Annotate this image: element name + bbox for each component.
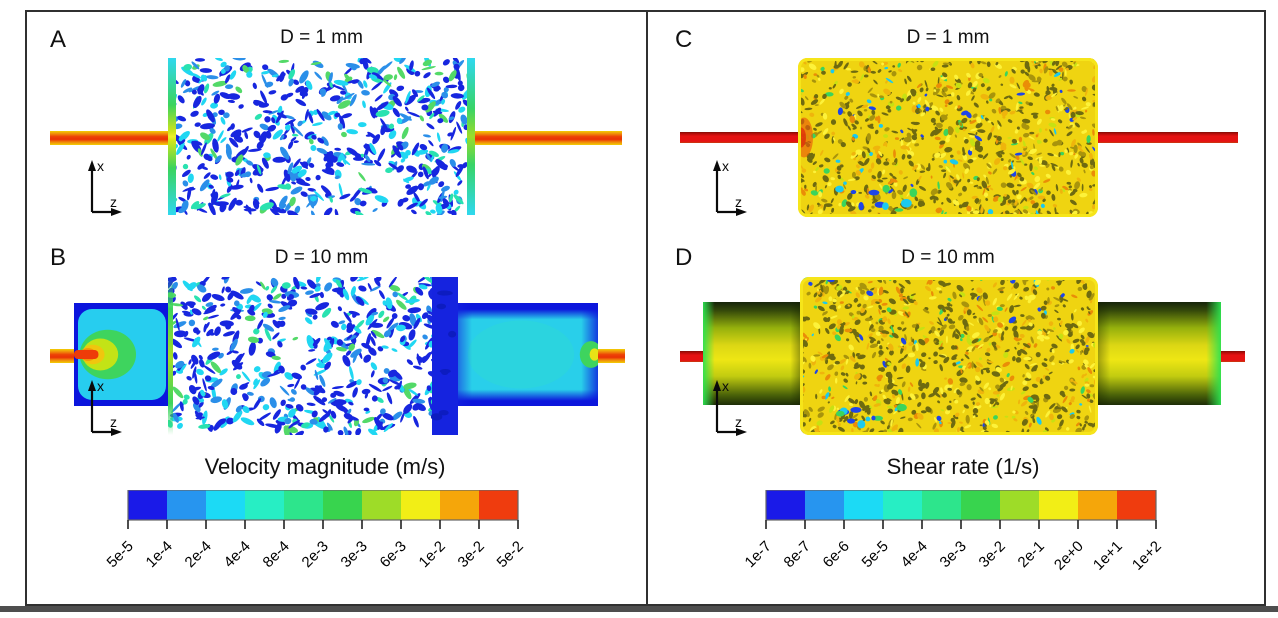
svg-text:8e-4: 8e-4 (260, 538, 293, 571)
svg-text:3e-2: 3e-2 (455, 538, 488, 571)
svg-text:1e-7: 1e-7 (742, 538, 775, 571)
svg-text:2e-4: 2e-4 (182, 538, 215, 571)
bottom-rule (0, 606, 1278, 612)
svg-text:1e+1: 1e+1 (1090, 538, 1126, 574)
panel-d-porous-block (800, 277, 1098, 435)
panel-d-title: D = 10 mm (901, 247, 995, 268)
svg-text:5e-5: 5e-5 (104, 538, 137, 571)
panel-a-outlet-tube (475, 131, 622, 145)
svg-text:2e-3: 2e-3 (299, 538, 332, 571)
velocity-colorbar: 5e-5 1e-4 2e-4 4e-4 8e-4 2e-3 3e-3 6e-3 1e-2 3e-2… (88, 490, 562, 590)
svg-text:8e-7: 8e-7 (781, 538, 814, 571)
panel-b-label: B (50, 244, 67, 271)
svg-text:1e-4: 1e-4 (143, 538, 176, 571)
panel-b-title: D = 10 mm (274, 247, 369, 268)
svg-text:x: x (97, 158, 104, 174)
svg-text:4e-4: 4e-4 (898, 538, 931, 571)
svg-text:5e-2: 5e-2 (494, 538, 527, 571)
shear-colorbar: 1e-7 8e-7 6e-6 5e-5 4e-4 3e-3 3e-2 2e-1 2e+0 1e+1… (726, 490, 1200, 590)
svg-text:z: z (735, 194, 742, 210)
svg-text:3e-3: 3e-3 (937, 538, 970, 571)
panel-c-porous-block (798, 58, 1098, 217)
panel-b-porous-block (168, 277, 458, 435)
panel-b-outlet-chamber (458, 303, 598, 406)
svg-text:1e-2: 1e-2 (416, 538, 449, 571)
svg-text:3e-2: 3e-2 (976, 538, 1009, 571)
panel-b-inlet-tube (50, 349, 76, 363)
panel-a-title: D = 1 mm (280, 27, 363, 48)
panel-d-inlet-tube (680, 351, 704, 362)
svg-text:x: x (97, 378, 104, 394)
shear-colorbar-title: Shear rate (1/s) (886, 454, 1040, 479)
svg-text:2e+0: 2e+0 (1051, 538, 1087, 574)
svg-text:1e+2: 1e+2 (1129, 538, 1165, 574)
svg-text:4e-4: 4e-4 (221, 538, 254, 571)
panel-d-label: D (675, 244, 693, 271)
svg-text:6e-6: 6e-6 (820, 538, 853, 571)
panel-a-label: A (50, 26, 67, 53)
svg-text:6e-3: 6e-3 (377, 538, 410, 571)
panel-c-outlet-tube (1098, 132, 1238, 143)
panel-divider (646, 10, 648, 606)
panel-d-outlet-chamber (1098, 302, 1221, 405)
svg-text:z: z (110, 194, 117, 210)
velocity-colorbar-title: Velocity magnitude (m/s) (204, 454, 446, 479)
svg-text:5e-5: 5e-5 (859, 538, 892, 571)
figure-frame (25, 10, 1266, 606)
panel-a-inlet-tube (50, 131, 168, 145)
panel-b-outlet-tube (598, 349, 625, 363)
svg-text:3e-3: 3e-3 (338, 538, 371, 571)
panel-b-inlet-chamber (74, 303, 168, 406)
svg-text:z: z (110, 414, 117, 430)
svg-text:x: x (722, 158, 729, 174)
panel-a-porous-block (168, 58, 475, 215)
panel-c-label: C (675, 26, 693, 53)
panel-d-outlet-tube (1221, 351, 1245, 362)
svg-text:x: x (722, 378, 729, 394)
panel-c-title: D = 1 mm (906, 27, 990, 48)
panel-c-inlet-tube (680, 132, 798, 143)
svg-text:2e-1: 2e-1 (1015, 538, 1048, 571)
svg-text:z: z (735, 414, 742, 430)
